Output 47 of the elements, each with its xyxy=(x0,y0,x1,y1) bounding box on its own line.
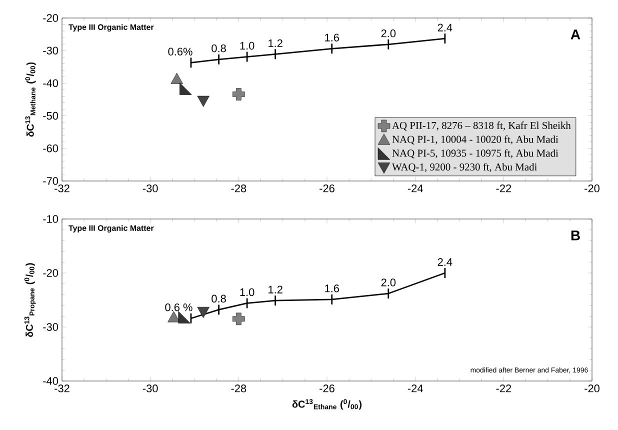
y-tick-label: -30 xyxy=(43,46,58,54)
y-tick-label: -60 xyxy=(43,144,58,152)
y-tick-label: -10 xyxy=(43,215,58,223)
x-tick-label: -30 xyxy=(142,384,158,392)
x-tick-label: -28 xyxy=(231,184,246,192)
x-tick-label: -24 xyxy=(408,384,423,392)
annotation: 1.2 xyxy=(268,286,282,294)
x-tick-label: -28 xyxy=(231,384,246,392)
y-tick-label: -70 xyxy=(43,177,58,185)
annotation: 0.8 xyxy=(212,44,226,52)
legend-label: WAQ-1, 9200 - 9230 ft, Abu Madi xyxy=(392,163,538,172)
annotation: 2.4 xyxy=(438,258,452,266)
x-tick-label: -30 xyxy=(142,184,158,192)
y-tick-label: -20 xyxy=(43,14,58,22)
text: A xyxy=(570,30,580,40)
x-tick-label: -22 xyxy=(496,184,512,192)
x-tick-label: -26 xyxy=(320,184,334,192)
annotation: 1.6 xyxy=(325,284,339,292)
text: B xyxy=(571,230,580,240)
x-tick-label: -22 xyxy=(496,384,512,392)
legend-label: AQ PII-17, 8276 – 8318 ft, Kafr El Sheikh xyxy=(392,122,571,131)
annotation: 1.0 xyxy=(240,42,254,50)
annotation: 0.6 % xyxy=(165,303,192,312)
y-tick-label: -40 xyxy=(43,79,58,88)
annotation: 1.6 xyxy=(325,34,339,42)
legend-label: NAQ PI-1, 10004 - 10020 ft, Abu Madi xyxy=(392,135,558,144)
legend-label: NAQ PI-5, 10935 - 10975 ft, Abu Madi xyxy=(392,149,558,158)
annotation: 2.4 xyxy=(438,24,452,32)
x-tick-label: -32 xyxy=(54,184,70,192)
annotation: 1.2 xyxy=(268,39,282,48)
y-tick-label: -40 xyxy=(43,377,58,385)
annotation: 0.6% xyxy=(168,48,192,56)
y-tick-label: -30 xyxy=(43,323,58,331)
y-axis-title: δC$^{13}$$_{Propane}$ ($^{0}$/$_{00}$) xyxy=(24,263,36,337)
x-axis-title: δC$^{13}$$_{Ethane}$ ($^{0}$/$_{00}$) xyxy=(292,399,362,410)
y-axis-title: δC$^{13}$$_{Methane}$ ($^{0}$/$_{00}$) xyxy=(25,62,36,137)
y-tick-label: -20 xyxy=(43,269,58,277)
annotation: 0.8 xyxy=(212,294,226,303)
x-tick-label: -26 xyxy=(320,384,334,392)
annotation: 1.0 xyxy=(240,288,254,296)
x-tick-label: -20 xyxy=(584,184,600,192)
annotation: 2.0 xyxy=(381,278,396,286)
y-tick-label: -50 xyxy=(43,112,58,120)
x-tick-label: -20 xyxy=(584,384,600,392)
annotation: 2.0 xyxy=(381,29,396,38)
x-tick-label: -24 xyxy=(408,184,423,192)
x-tick-label: -32 xyxy=(54,384,70,392)
